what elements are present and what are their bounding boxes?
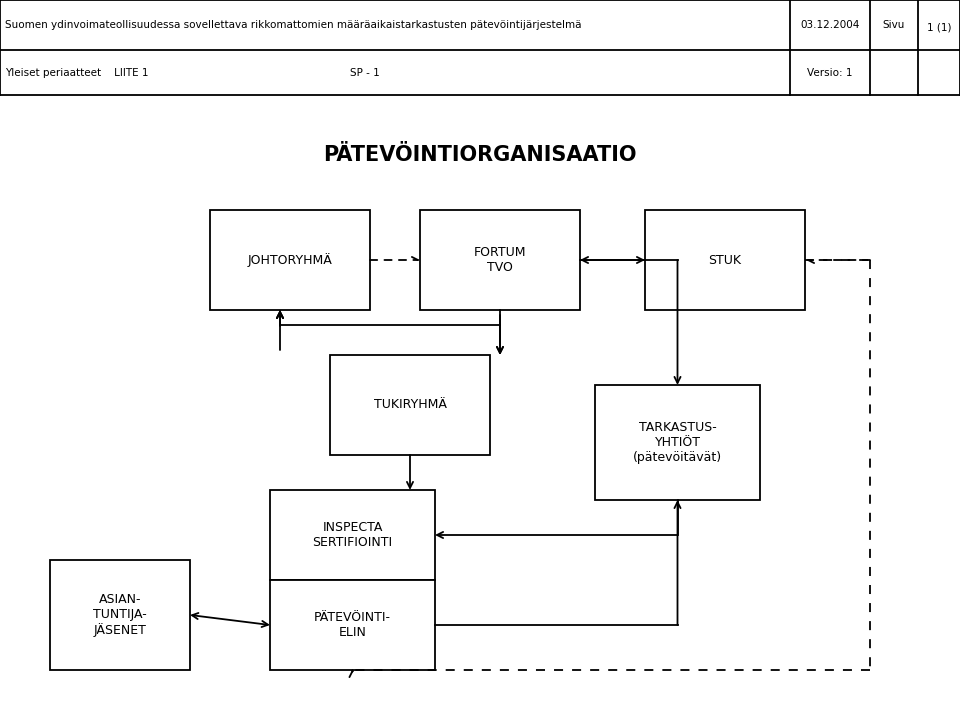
Bar	[330, 355, 490, 455]
Text: ASIAN-
TUNTIJA-
JÄSENET: ASIAN- TUNTIJA- JÄSENET	[93, 593, 147, 637]
Text: 1 (1): 1 (1)	[926, 22, 951, 32]
Text: STUK: STUK	[708, 253, 741, 266]
Bar	[595, 385, 760, 500]
Text: Versio: 1: Versio: 1	[807, 68, 852, 78]
Text: TUKIRYHMÄ: TUKIRYHMÄ	[373, 398, 446, 412]
Bar	[645, 210, 805, 310]
Text: Yleiset periaatteet    LIITE 1: Yleiset periaatteet LIITE 1	[5, 68, 149, 78]
Bar	[270, 490, 435, 580]
Bar	[50, 560, 190, 670]
Text: FORTUM
TVO: FORTUM TVO	[473, 246, 526, 274]
Text: JOHTORYHMÄ: JOHTORYHMÄ	[248, 253, 332, 267]
Text: TARKASTUS-
YHTIÖT
(pätevöitävät): TARKASTUS- YHTIÖT (pätevöitävät)	[633, 421, 722, 464]
Text: 03.12.2004: 03.12.2004	[801, 20, 860, 30]
Bar	[270, 580, 435, 670]
Text: PÄTEVÖINTIORGANISAATIO: PÄTEVÖINTIORGANISAATIO	[324, 145, 636, 165]
Text: PÄTEVÖINTI-
ELIN: PÄTEVÖINTI- ELIN	[314, 611, 391, 639]
Bar	[210, 210, 370, 310]
Text: SP - 1: SP - 1	[350, 68, 379, 78]
Text: Sivu: Sivu	[883, 20, 905, 30]
Bar	[420, 210, 580, 310]
Text: Suomen ydinvoimateollisuudessa sovellettava rikkomattomien määräaikaistarkastust: Suomen ydinvoimateollisuudessa sovellett…	[5, 20, 582, 30]
Text: INSPECTA
SERTIFIOINTI: INSPECTA SERTIFIOINTI	[312, 521, 393, 549]
